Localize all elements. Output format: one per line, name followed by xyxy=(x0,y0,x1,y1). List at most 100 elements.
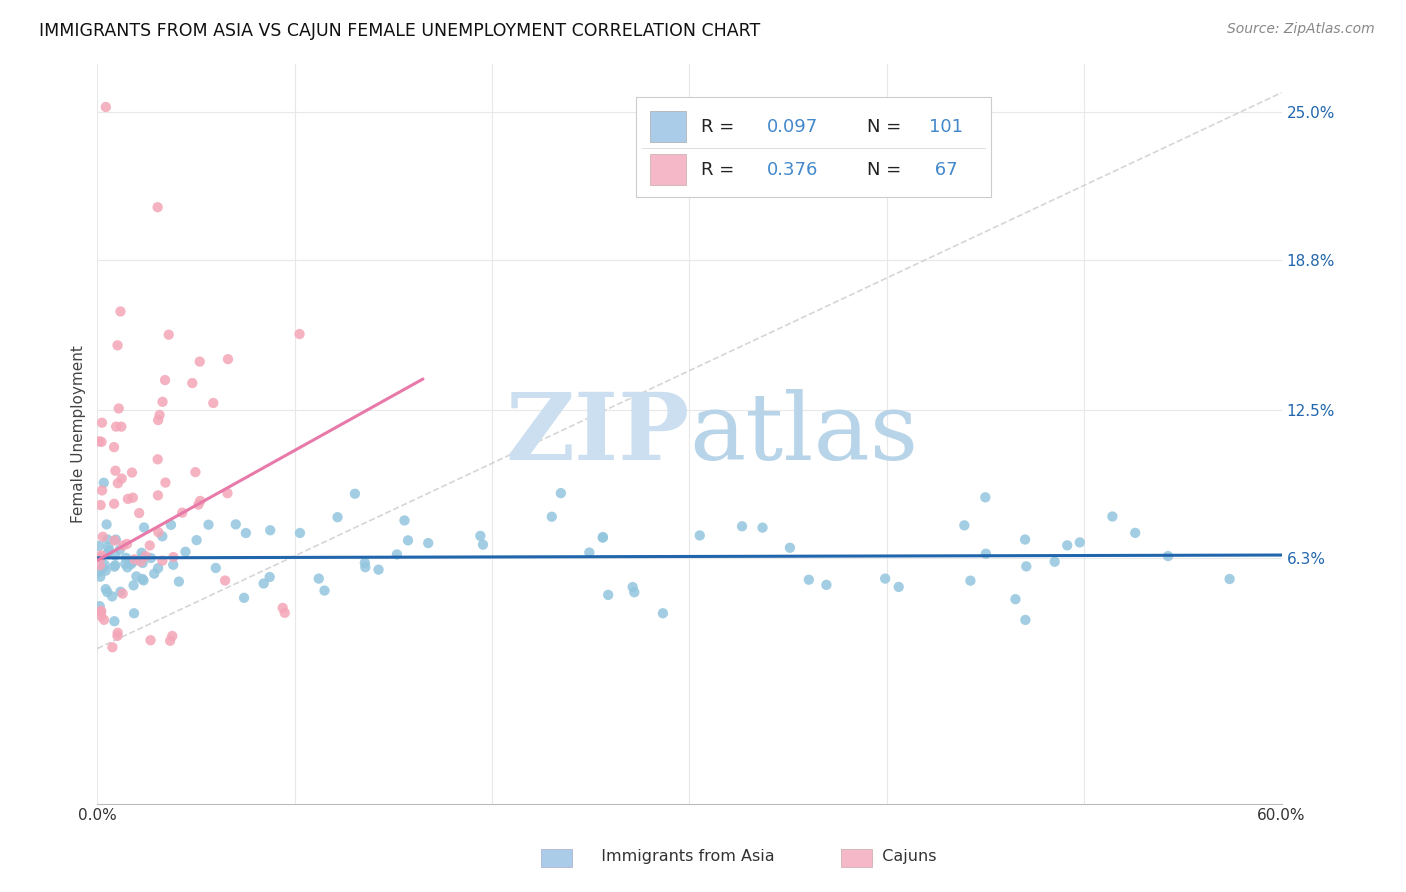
FancyBboxPatch shape xyxy=(651,154,686,186)
Point xyxy=(93,613,115,627)
Point xyxy=(186,533,208,548)
Point xyxy=(103,497,125,511)
Point xyxy=(470,529,492,543)
Point xyxy=(96,547,118,561)
Text: 0.097: 0.097 xyxy=(766,118,818,136)
Point xyxy=(623,585,645,599)
Point xyxy=(139,538,162,552)
Point xyxy=(103,440,125,454)
Point xyxy=(308,572,330,586)
Point xyxy=(96,533,118,547)
Point xyxy=(172,506,194,520)
Point xyxy=(235,526,257,541)
Point xyxy=(112,538,135,552)
Point xyxy=(90,609,112,624)
Point xyxy=(90,498,112,512)
Point xyxy=(162,558,184,572)
Point xyxy=(139,551,162,566)
Text: 67: 67 xyxy=(928,161,957,178)
Point xyxy=(472,538,495,552)
Point xyxy=(1056,538,1078,552)
Point xyxy=(90,549,112,563)
Point xyxy=(217,352,239,367)
Point xyxy=(214,574,236,588)
Point xyxy=(103,614,125,628)
Point xyxy=(139,633,162,648)
Point xyxy=(959,574,981,588)
Point xyxy=(197,517,219,532)
Point xyxy=(122,607,145,621)
Point xyxy=(104,464,127,478)
Point xyxy=(253,576,276,591)
Point xyxy=(150,529,173,543)
Point xyxy=(90,434,112,449)
Point xyxy=(107,338,129,352)
Point xyxy=(274,606,297,620)
Point xyxy=(111,586,134,600)
Point xyxy=(550,486,572,500)
Point xyxy=(94,558,117,572)
Point xyxy=(288,326,311,341)
Point xyxy=(155,475,177,490)
Point xyxy=(157,327,180,342)
Point xyxy=(271,600,294,615)
Point xyxy=(98,543,121,558)
Point xyxy=(159,633,181,648)
Point xyxy=(259,570,281,584)
Point xyxy=(779,541,801,555)
Point xyxy=(111,472,134,486)
Point xyxy=(651,607,673,621)
Text: atlas: atlas xyxy=(689,389,918,479)
Point xyxy=(150,554,173,568)
Point xyxy=(110,584,132,599)
Point xyxy=(153,373,176,387)
Point xyxy=(184,465,207,479)
Point xyxy=(1123,525,1146,540)
Point xyxy=(131,550,153,565)
Point xyxy=(122,555,145,569)
Point xyxy=(107,401,129,416)
Point xyxy=(167,574,190,589)
Point xyxy=(107,476,129,491)
Point xyxy=(89,599,111,614)
Point xyxy=(288,526,311,541)
Point xyxy=(104,533,127,547)
Point xyxy=(91,416,114,430)
Point xyxy=(90,604,112,618)
Point xyxy=(107,625,129,640)
Text: 0.376: 0.376 xyxy=(766,161,818,178)
Point xyxy=(188,494,211,508)
Point xyxy=(202,396,225,410)
Point xyxy=(146,452,169,467)
Point xyxy=(797,573,820,587)
Point xyxy=(233,591,256,605)
Point xyxy=(131,546,153,560)
Point xyxy=(143,566,166,581)
Point xyxy=(621,580,644,594)
Point xyxy=(974,547,997,561)
Point xyxy=(162,549,184,564)
Point xyxy=(90,605,112,619)
Point xyxy=(124,552,146,566)
Point xyxy=(394,513,416,527)
Point xyxy=(152,394,174,409)
Text: Cajuns: Cajuns xyxy=(872,849,936,863)
Point xyxy=(1101,509,1123,524)
Point xyxy=(107,629,129,643)
Text: ZIP: ZIP xyxy=(505,389,689,479)
Text: Source: ZipAtlas.com: Source: ZipAtlas.com xyxy=(1227,22,1375,37)
Point xyxy=(149,408,172,422)
Point xyxy=(354,560,377,574)
Point xyxy=(117,491,139,506)
Point xyxy=(146,200,169,214)
Point xyxy=(121,466,143,480)
Point xyxy=(104,558,127,573)
Point xyxy=(540,509,562,524)
Point xyxy=(131,572,153,586)
Text: Immigrants from Asia: Immigrants from Asia xyxy=(591,849,775,863)
Point xyxy=(174,545,197,559)
FancyBboxPatch shape xyxy=(651,112,686,143)
Point xyxy=(131,556,153,570)
Point xyxy=(132,574,155,588)
Point xyxy=(125,569,148,583)
